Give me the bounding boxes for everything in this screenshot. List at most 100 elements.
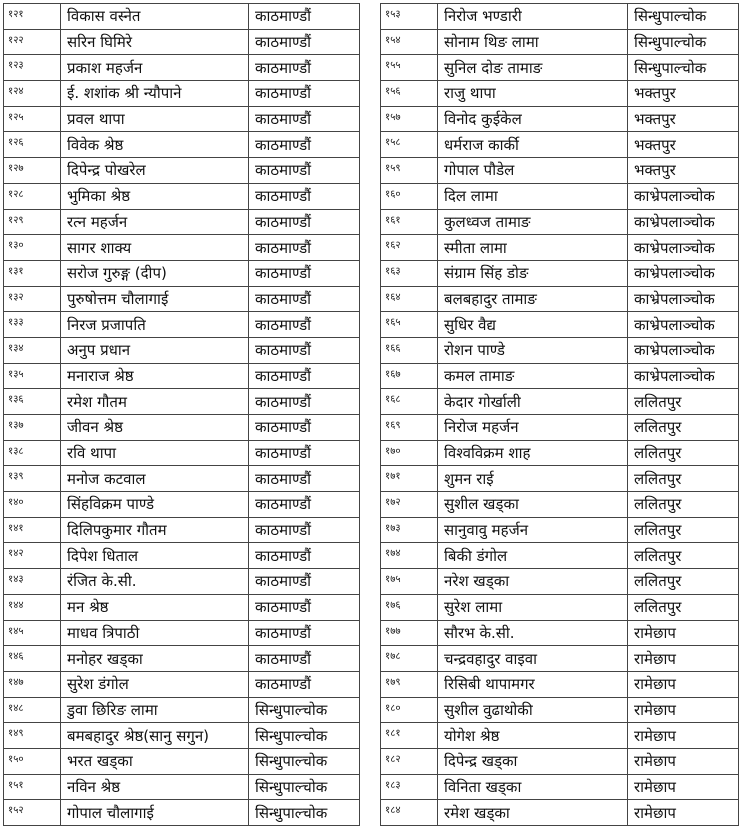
district-cell: काठमाण्डौं [248, 157, 360, 184]
serial-number-cell: १८० [380, 696, 438, 724]
district-cell: रामेछाप [627, 747, 739, 775]
district-cell: सिन्धुपाल्चोक [627, 28, 739, 56]
serial-number-cell: १३० [3, 234, 61, 261]
table-row: १४३ रंजित के.सी. काठमाण्डौं [3, 568, 360, 595]
district-cell: ललितपुर [627, 516, 739, 544]
table-row: १८३ विनिता खड्का रामेछाप [380, 773, 739, 801]
names-table-left: १२१ विकास वस्नेत काठमाण्डौं १२२ सरिन घिमिरे क… [3, 3, 360, 826]
table-row: १६९ निरोज महर्जन ललितपुर [380, 414, 739, 441]
district-cell: ललितपुर [627, 568, 739, 595]
serial-number-cell: १२९ [3, 208, 61, 236]
name-cell: बिकी डंगोल [437, 542, 628, 570]
serial-number-cell: १८३ [380, 773, 438, 801]
table-row: १४४ मन श्रेष्ठ काठमाण्डौं [3, 593, 360, 621]
serial-number-cell: १५५ [380, 54, 438, 82]
district-cell: रामेछाप [627, 696, 739, 724]
table-row: १६५ सुधिर वैद्य काभ्रेपलाञ्चोक [380, 311, 739, 338]
table-row: १५९ गोपाल पौडेल भक्तपुर [380, 157, 739, 184]
name-cell: रंजित के.सी. [60, 568, 249, 595]
district-cell: ललितपुर [627, 465, 739, 493]
serial-number-cell: १४७ [3, 670, 61, 698]
district-cell: रामेछाप [627, 645, 739, 672]
table-row: १६७ कमल तामाङ काभ्रेपलाञ्चोक [380, 362, 739, 390]
name-cell: कुलध्वज तामाङ [437, 208, 628, 236]
table-row: १३६ रमेश गौतम काठमाण्डौं [3, 388, 360, 415]
district-cell: काभ्रेपलाञ्चोक [627, 182, 739, 210]
table-row: १५४ सोनाम थिङ लामा सिन्धुपाल्चोक [380, 28, 739, 56]
district-cell: काठमाण्डौं [248, 645, 360, 672]
name-cell: प्रकाश महर्जन [60, 54, 249, 82]
table-row: १८४ रमेश खड्का रामेछाप [380, 799, 739, 826]
serial-number-cell: १३७ [3, 414, 61, 441]
serial-number-cell: १७६ [380, 593, 438, 621]
district-cell: सिन्धुपाल्चोक [248, 799, 360, 826]
table-row: १३४ अनुप प्रधान काठमाण्डौं [3, 336, 360, 364]
serial-number-cell: १३१ [3, 259, 61, 287]
district-cell: सिन्धुपाल्चोक [248, 747, 360, 775]
name-cell: माधव त्रिपाठी [60, 619, 249, 647]
table-row: १५७ विनोद कुईकेल भक्तपुर [380, 105, 739, 133]
name-cell: दिपेन्द्र पोखरेल [60, 157, 249, 184]
name-cell: स्मीता लामा [437, 234, 628, 261]
name-cell: रोशन पाण्डे [437, 336, 628, 364]
serial-number-cell: १३९ [3, 465, 61, 493]
table-row: १७० विश्वविक्रम शाह ललितपुर [380, 439, 739, 467]
name-cell: निरज प्रजापति [60, 311, 249, 338]
serial-number-cell: १६८ [380, 388, 438, 415]
name-cell: सरिन घिमिरे [60, 28, 249, 56]
table-row: १४२ दिपेश धिताल काठमाण्डौं [3, 542, 360, 570]
serial-number-cell: १७१ [380, 465, 438, 493]
name-cell: प्रवल थापा [60, 105, 249, 133]
district-cell: भक्तपुर [627, 131, 739, 159]
name-cell: सागर शाक्य [60, 234, 249, 261]
serial-number-cell: १२५ [3, 105, 61, 133]
district-cell: ललितपुर [627, 388, 739, 415]
table-row: १३९ मनोज कटवाल काठमाण्डौं [3, 465, 360, 493]
serial-number-cell: १५६ [380, 80, 438, 107]
serial-number-cell: १३४ [3, 336, 61, 364]
serial-number-cell: १३५ [3, 362, 61, 390]
name-cell: दिलिपकुमार गौतम [60, 516, 249, 544]
district-cell: काठमाण्डौं [248, 439, 360, 467]
table-row: १८२ दिपेन्द्र खड्का रामेछाप [380, 747, 739, 775]
district-cell: काठमाण्डौं [248, 491, 360, 518]
serial-number-cell: १२७ [3, 157, 61, 184]
serial-number-cell: १६२ [380, 234, 438, 261]
name-cell: गोपाल पौडेल [437, 157, 628, 184]
table-row: १३० सागर शाक्य काठमाण्डौं [3, 234, 360, 261]
serial-number-cell: १२४ [3, 80, 61, 107]
district-cell: रामेछाप [627, 722, 739, 749]
name-cell: ई. शशांक श्री न्यौपाने [60, 80, 249, 107]
name-cell: सुनिल दोङ तामाङ [437, 54, 628, 82]
serial-number-cell: १२६ [3, 131, 61, 159]
name-cell: मनोज कटवाल [60, 465, 249, 493]
name-cell: भुमिका श्रेष्ठ [60, 182, 249, 210]
serial-number-cell: १६४ [380, 285, 438, 313]
table-row: १६१ कुलध्वज तामाङ काभ्रेपलाञ्चोक [380, 208, 739, 236]
table-row: १७७ सौरभ के.सी. रामेछाप [380, 619, 739, 647]
district-cell: रामेछाप [627, 799, 739, 826]
name-cell: रमेश गौतम [60, 388, 249, 415]
name-cell: सुरेश लामा [437, 593, 628, 621]
serial-number-cell: १४४ [3, 593, 61, 621]
table-row: १७२ सुशील खड्का ललितपुर [380, 491, 739, 518]
serial-number-cell: १६७ [380, 362, 438, 390]
table-row: १५२ गोपाल चौलागाई सिन्धुपाल्चोक [3, 799, 360, 826]
district-cell: ललितपुर [627, 491, 739, 518]
serial-number-cell: १५७ [380, 105, 438, 133]
table-row: १४५ माधव त्रिपाठी काठमाण्डौं [3, 619, 360, 647]
name-cell: सुशील वुढाथोकी [437, 696, 628, 724]
district-cell: रामेछाप [627, 619, 739, 647]
serial-number-cell: १५४ [380, 28, 438, 56]
table-row: १२९ रत्न महर्जन काठमाण्डौं [3, 208, 360, 236]
name-cell: सौरभ के.सी. [437, 619, 628, 647]
table-row: १२८ भुमिका श्रेष्ठ काठमाण्डौं [3, 182, 360, 210]
district-cell: सिन्धुपाल्चोक [248, 773, 360, 801]
name-cell: दिपेश धिताल [60, 542, 249, 570]
table-row: १२७ दिपेन्द्र पोखरेल काठमाण्डौं [3, 157, 360, 184]
table-row: १८० सुशील वुढाथोकी रामेछाप [380, 696, 739, 724]
name-cell: सिंहविक्रम पाण्डे [60, 491, 249, 518]
name-cell: विश्वविक्रम शाह [437, 439, 628, 467]
serial-number-cell: १६९ [380, 414, 438, 441]
serial-number-cell: १५० [3, 747, 61, 775]
